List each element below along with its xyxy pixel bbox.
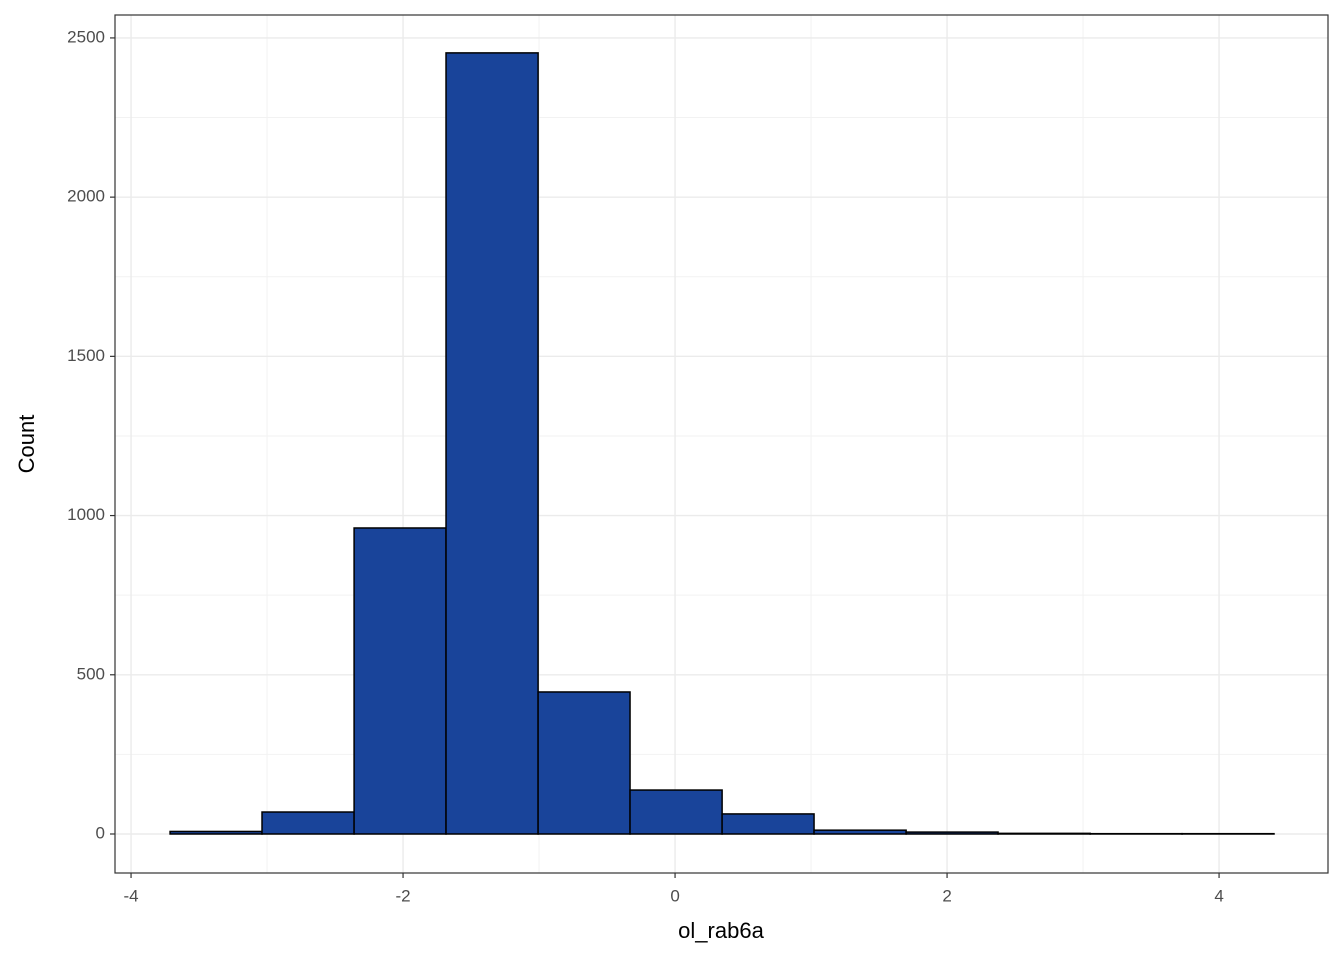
y-tick-label: 1000 — [67, 505, 105, 524]
x-tick-label: 4 — [1214, 886, 1223, 905]
histogram-bar — [905, 831, 999, 835]
y-tick-label: 500 — [77, 664, 105, 683]
histogram-bar — [629, 789, 723, 835]
y-tick-label: 2000 — [67, 187, 105, 206]
histogram-bar — [997, 832, 1091, 835]
y-tick-label: 2500 — [67, 27, 105, 46]
x-tick-label: 2 — [942, 886, 951, 905]
x-tick-label: -2 — [395, 886, 410, 905]
histogram-bar — [813, 829, 907, 835]
panel-border — [114, 14, 1329, 874]
x-tick-label: -4 — [123, 886, 138, 905]
x-axis-title: ol_rab6a — [678, 918, 764, 943]
y-axis-title: Count — [14, 415, 39, 474]
bars — [169, 52, 1275, 835]
histogram-bar — [721, 813, 815, 835]
histogram-bar — [537, 691, 631, 835]
histogram-bar — [445, 52, 539, 835]
histogram-bar — [353, 527, 447, 835]
y-tick-label: 1500 — [67, 346, 105, 365]
histogram-bar — [169, 830, 263, 835]
y-tick-label: 0 — [96, 823, 105, 842]
x-tick-label: 0 — [670, 886, 679, 905]
histogram-bar — [261, 811, 355, 835]
